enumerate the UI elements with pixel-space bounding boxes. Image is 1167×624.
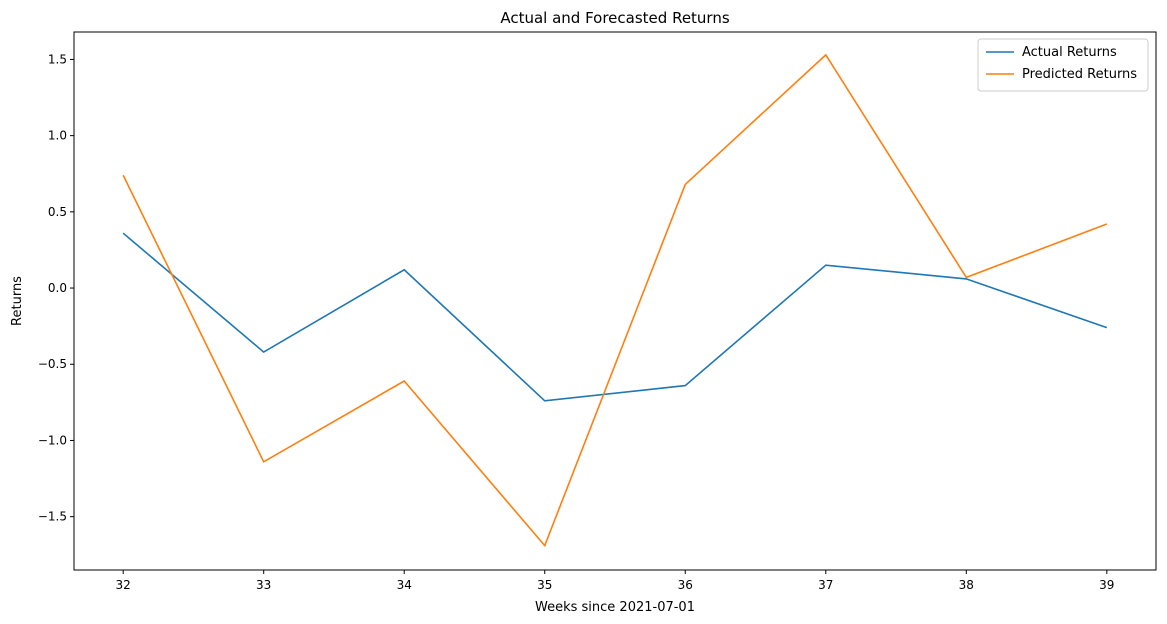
x-tick-label: 33: [256, 578, 271, 592]
x-tick-label: 32: [116, 578, 131, 592]
legend: Actual Returns Predicted Returns: [977, 38, 1149, 92]
x-axis: 32 33 34 35 36 37 38 39: [116, 570, 1114, 592]
series-lines: [122, 53, 1108, 548]
plot-frame: [73, 31, 1157, 571]
y-axis-label: Returns: [10, 276, 25, 326]
x-tick-label: 35: [537, 578, 552, 592]
x-axis-label: Weeks since 2021-07-01: [535, 600, 695, 615]
y-tick-label: −0.5: [38, 357, 67, 371]
legend-label: Predicted Returns: [1022, 67, 1137, 82]
y-tick-label: 0.0: [48, 281, 67, 295]
y-tick-label: 1.5: [48, 52, 67, 66]
series-line-predicted-returns: [122, 53, 1108, 548]
series-line-actual-returns: [122, 232, 1108, 402]
x-tick-label: 38: [959, 578, 974, 592]
y-axis: 1.5 1.0 0.5 0.0 −0.5 −1.0 −1.5: [38, 52, 74, 524]
chart-title: Actual and Forecasted Returns: [500, 9, 730, 27]
x-tick-label: 37: [818, 578, 833, 592]
y-tick-label: −1.0: [38, 433, 67, 447]
y-tick-label: 1.0: [48, 129, 67, 143]
x-tick-label: 36: [678, 578, 693, 592]
x-tick-label: 39: [1099, 578, 1114, 592]
y-tick-label: −1.5: [38, 510, 67, 524]
x-tick-label: 34: [397, 578, 412, 592]
plot-area: 32 33 34 35 36 37 38 39 1.5 1.0 0.5 0.0 −0.5 −1.0 −1.…: [38, 31, 1157, 592]
legend-box: [977, 38, 1149, 92]
legend-label: Actual Returns: [1022, 45, 1117, 60]
y-tick-label: 0.5: [48, 205, 67, 219]
